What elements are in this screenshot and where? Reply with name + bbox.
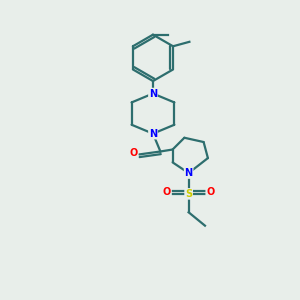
Text: N: N (149, 88, 157, 98)
Text: O: O (130, 148, 138, 158)
Text: S: S (185, 189, 192, 199)
Text: N: N (149, 129, 157, 139)
Text: O: O (206, 188, 214, 197)
Text: N: N (184, 168, 193, 178)
Text: O: O (163, 188, 171, 197)
